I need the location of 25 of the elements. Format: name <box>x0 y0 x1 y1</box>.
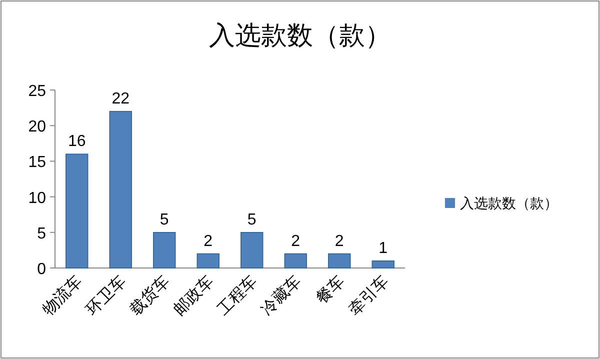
data-label: 22 <box>112 90 130 108</box>
data-label: 5 <box>160 211 169 228</box>
legend-label: 入选款数（款） <box>460 195 558 211</box>
y-tick-label: 20 <box>28 118 46 136</box>
data-label: 16 <box>68 133 86 150</box>
y-tick-label: 25 <box>28 83 46 100</box>
bar <box>109 110 132 268</box>
data-label: 2 <box>204 232 213 250</box>
y-tick-label: 15 <box>28 154 46 172</box>
x-tick-label: 环卫车 <box>82 272 130 319</box>
y-tick-label: 10 <box>28 190 46 207</box>
y-tick-label: 0 <box>37 261 46 278</box>
bar <box>196 253 220 268</box>
bar <box>240 232 264 268</box>
y-tick-label: 5 <box>37 225 46 242</box>
bar <box>153 232 176 268</box>
data-label: 5 <box>247 211 256 228</box>
bar <box>372 260 394 268</box>
bar <box>284 253 307 268</box>
chart-title: 入选款数（款） <box>209 20 391 50</box>
data-label: 1 <box>378 240 388 257</box>
data-label: 2 <box>291 232 300 250</box>
bar <box>66 154 88 268</box>
bar <box>328 253 351 268</box>
data-label: 2 <box>334 232 344 250</box>
